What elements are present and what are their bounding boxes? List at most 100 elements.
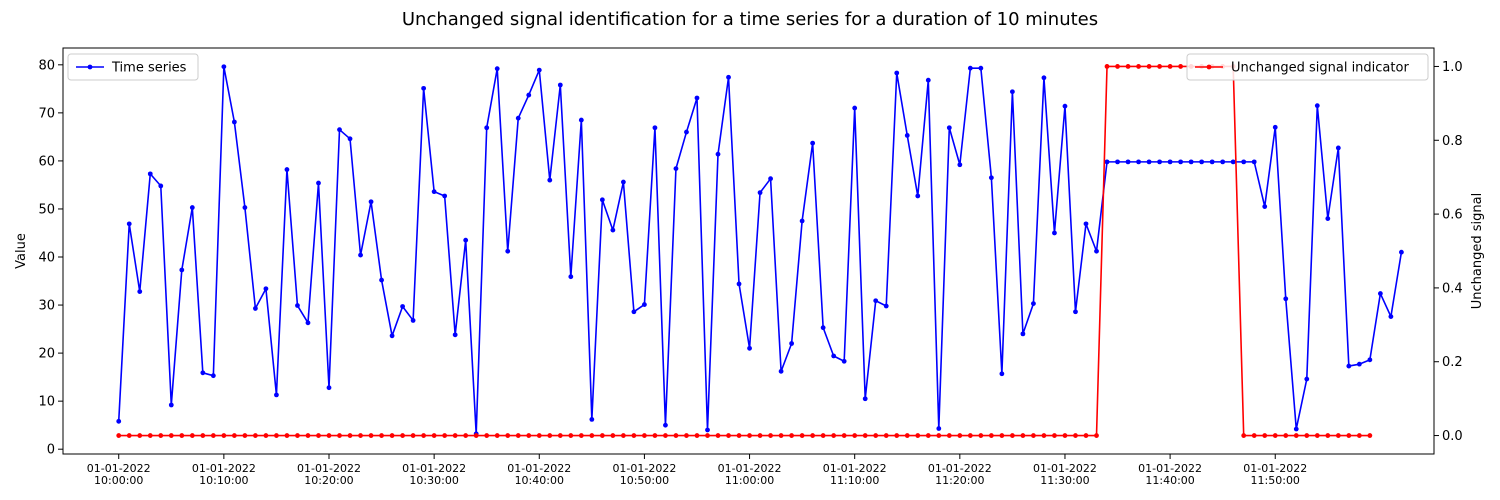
series-point-unchanged-signal: [1052, 433, 1057, 438]
series-point-time-series: [484, 125, 490, 131]
series-point-time-series: [347, 136, 353, 142]
plot-area: [63, 48, 1434, 454]
series-point-unchanged-signal: [1073, 433, 1078, 438]
series-point-unchanged-signal: [946, 433, 952, 438]
series-point-unchanged-signal: [347, 433, 353, 438]
x-tick-label-date: 01-01-2022: [192, 462, 256, 475]
series-point-unchanged-signal: [116, 433, 122, 438]
series-point-unchanged-signal: [179, 433, 185, 438]
y2-tick-label: 0.0: [1442, 429, 1463, 444]
series-point-unchanged-signal: [852, 433, 858, 438]
series-point-unchanged-signal: [988, 433, 994, 438]
series-point-unchanged-signal: [1157, 64, 1162, 69]
plot-frame: [62, 47, 1435, 455]
series-point-time-series: [820, 325, 826, 331]
series-point-time-series: [705, 427, 710, 433]
series-point-unchanged-signal: [1125, 64, 1131, 69]
series-point-time-series: [1272, 124, 1278, 130]
series-point-unchanged-signal: [463, 433, 469, 438]
series-point-time-series: [221, 64, 227, 70]
series-point-time-series: [967, 65, 973, 71]
series-point-time-series: [1009, 89, 1015, 95]
series-point-time-series: [1146, 159, 1152, 165]
series-point-unchanged-signal: [400, 433, 405, 438]
x-tick-label-time: 11:20:00: [935, 474, 984, 487]
series-point-time-series: [147, 171, 153, 177]
x-tick-label-date: 01-01-2022: [823, 462, 887, 475]
series-point-time-series: [452, 332, 458, 338]
y-axis-right: 0.0 0.2 0.4 0.6 0.8 1.0: [1434, 60, 1463, 444]
series-point-time-series: [946, 125, 952, 131]
legend-label: Unchanged signal indicator: [1231, 61, 1409, 76]
series-point-unchanged-signal: [337, 433, 342, 438]
series-point-time-series: [1377, 291, 1383, 296]
series-point-time-series: [620, 179, 626, 185]
series-point-time-series: [547, 177, 553, 183]
series-point-unchanged-signal: [242, 433, 248, 438]
legend-box: [1186, 53, 1429, 81]
x-tick-label-date: 01-01-2022: [507, 462, 571, 475]
series-point-unchanged-signal: [747, 433, 752, 438]
series-point-time-series: [873, 298, 879, 304]
series-point-unchanged-signal: [778, 433, 784, 438]
y-tick-label: 40: [38, 251, 55, 266]
series-point-time-series: [1283, 296, 1289, 302]
series-point-unchanged-signal: [536, 433, 542, 438]
series-point-time-series: [1262, 204, 1268, 209]
series-point-time-series: [841, 358, 847, 364]
series-point-unchanged-signal: [1325, 433, 1331, 438]
series-point-unchanged-signal: [484, 433, 490, 438]
series-point-time-series: [915, 193, 921, 199]
series-point-time-series: [431, 189, 437, 195]
series-point-time-series: [1314, 103, 1320, 109]
series-point-time-series: [568, 274, 574, 280]
series-point-time-series: [1241, 159, 1247, 165]
series-point-unchanged-signal: [1083, 433, 1089, 438]
series-point-time-series: [1220, 159, 1226, 165]
legend-time-series: Time series: [67, 53, 199, 81]
series-point-unchanged-signal: [515, 433, 521, 438]
x-tick-label-time: 10:40:00: [515, 474, 564, 487]
series-point-unchanged-signal: [1041, 433, 1047, 438]
series-point-time-series: [1104, 159, 1110, 165]
series-point-unchanged-signal: [263, 433, 269, 438]
series-point-time-series: [1167, 159, 1173, 165]
series-point-time-series: [1083, 221, 1089, 227]
x-tick-label-time: 10:00:00: [94, 474, 143, 487]
series-point-time-series: [1136, 159, 1141, 165]
x-tick-label-time: 10:50:00: [620, 474, 669, 487]
series-point-unchanged-signal: [1136, 64, 1141, 69]
series-point-unchanged-signal: [1020, 433, 1026, 438]
series-point-time-series: [1399, 249, 1404, 255]
series-point-time-series: [526, 92, 532, 98]
series-point-unchanged-signal: [1009, 433, 1015, 438]
series-point-unchanged-signal: [431, 433, 437, 438]
series-point-time-series: [894, 70, 900, 76]
series-point-time-series: [726, 74, 731, 80]
series-point-unchanged-signal: [158, 433, 164, 438]
series-point-unchanged-signal: [126, 433, 132, 438]
legend-label: Time series: [111, 61, 187, 76]
series-point-time-series: [1346, 363, 1352, 369]
series-point-unchanged-signal: [967, 433, 973, 438]
series-point-unchanged-signal: [326, 433, 332, 438]
series-point-time-series: [1304, 376, 1310, 382]
series-point-unchanged-signal: [999, 433, 1005, 438]
series-point-unchanged-signal: [589, 433, 595, 438]
series-point-unchanged-signal: [978, 433, 984, 438]
series-point-time-series: [1094, 248, 1099, 254]
y-tick-label: 50: [38, 202, 55, 217]
series-point-time-series: [379, 277, 384, 283]
x-tick-label-date: 01-01-2022: [1138, 462, 1202, 475]
series-point-time-series: [168, 402, 174, 408]
series-point-time-series: [126, 221, 132, 227]
series-point-time-series: [1073, 309, 1078, 315]
series-point-unchanged-signal: [200, 433, 206, 438]
series-point-unchanged-signal: [147, 433, 153, 438]
series-point-unchanged-signal: [610, 433, 616, 438]
x-tick-label-date: 01-01-2022: [612, 462, 676, 475]
series-point-time-series: [1052, 230, 1057, 236]
series-point-time-series: [1209, 159, 1215, 165]
series-point-unchanged-signal: [526, 433, 532, 438]
series-point-time-series: [210, 373, 216, 379]
